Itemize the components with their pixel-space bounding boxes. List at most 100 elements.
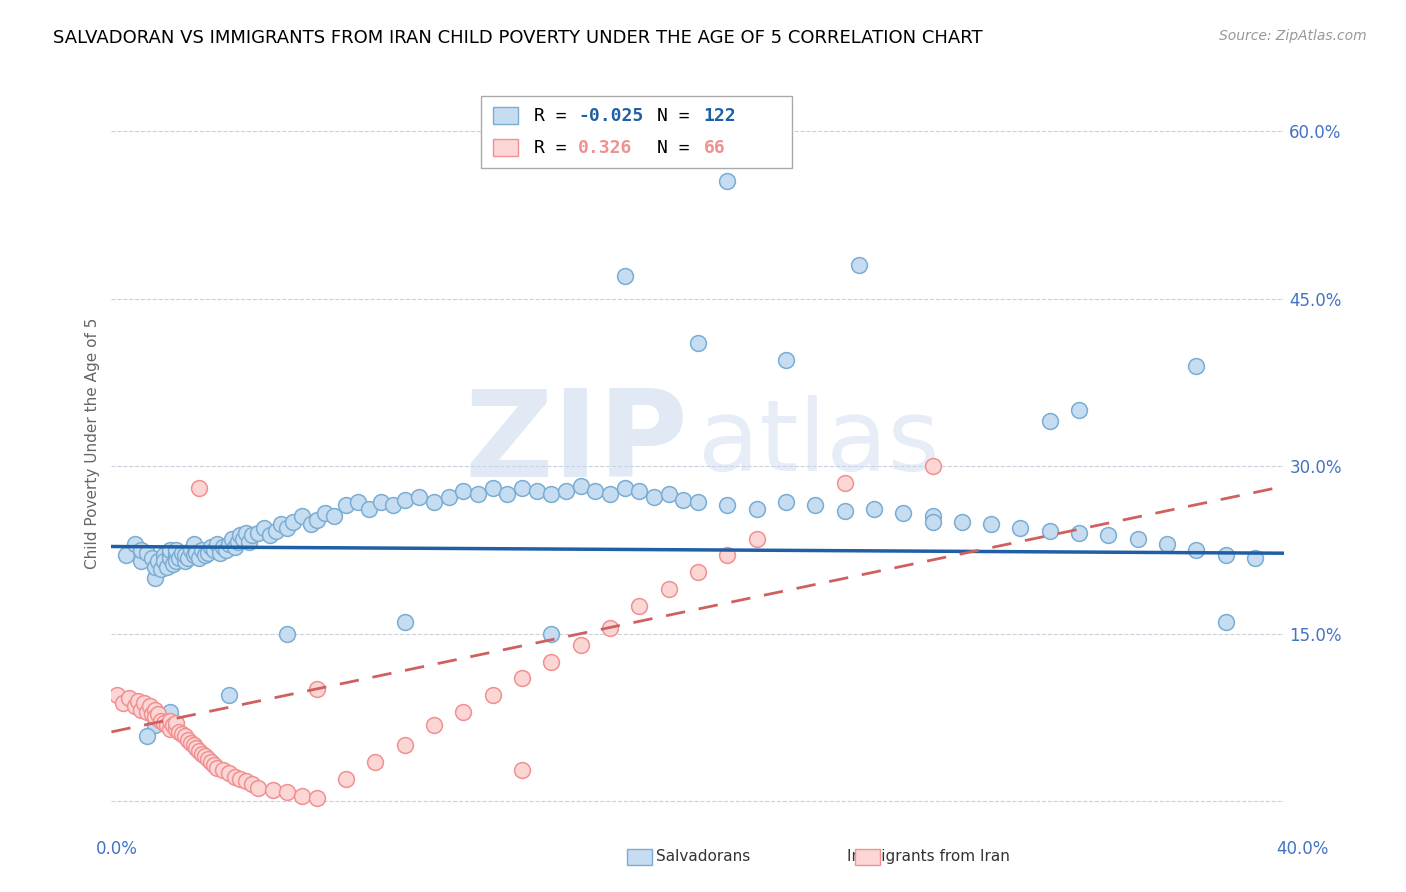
FancyBboxPatch shape	[492, 139, 519, 156]
Point	[165, 716, 187, 731]
Point	[240, 777, 263, 791]
Point	[1097, 528, 1119, 542]
Point	[804, 498, 827, 512]
Point	[153, 716, 176, 731]
Point	[370, 495, 392, 509]
Point	[211, 763, 233, 777]
Point	[186, 740, 208, 755]
Text: R =: R =	[534, 107, 578, 125]
Point	[569, 638, 592, 652]
Point	[1069, 403, 1091, 417]
Point	[569, 479, 592, 493]
Point	[628, 599, 651, 613]
Point	[283, 515, 305, 529]
Point	[540, 626, 562, 640]
Point	[359, 501, 381, 516]
Point	[135, 705, 157, 719]
Point	[716, 498, 738, 512]
Point	[1215, 549, 1237, 563]
Point	[202, 542, 225, 557]
Point	[176, 732, 198, 747]
Point	[613, 269, 636, 284]
Point	[834, 504, 856, 518]
Point	[135, 546, 157, 560]
Point	[173, 549, 195, 563]
Point	[1039, 524, 1062, 538]
Point	[148, 706, 170, 721]
FancyBboxPatch shape	[481, 96, 792, 168]
Point	[183, 549, 205, 563]
Point	[276, 520, 298, 534]
Point	[145, 571, 167, 585]
Text: N =: N =	[657, 138, 700, 157]
Point	[153, 549, 176, 563]
Text: 40.0%: 40.0%	[1277, 840, 1329, 858]
Point	[394, 615, 416, 630]
Point	[170, 546, 193, 560]
Point	[834, 475, 856, 490]
Point	[224, 770, 246, 784]
Point	[162, 558, 184, 572]
Point	[745, 532, 768, 546]
Point	[863, 501, 886, 516]
Point	[124, 699, 146, 714]
Point	[180, 736, 202, 750]
Text: 66: 66	[704, 138, 725, 157]
Point	[221, 532, 243, 546]
Point	[118, 691, 141, 706]
Point	[276, 785, 298, 799]
Point	[305, 513, 328, 527]
Point	[1010, 520, 1032, 534]
Point	[364, 755, 387, 769]
Point	[238, 535, 260, 549]
Point	[167, 550, 190, 565]
Text: N =: N =	[657, 107, 700, 125]
Y-axis label: Child Poverty Under the Age of 5: Child Poverty Under the Age of 5	[86, 318, 100, 569]
Point	[191, 747, 214, 762]
Point	[211, 540, 233, 554]
Point	[191, 542, 214, 557]
Point	[132, 696, 155, 710]
Point	[124, 537, 146, 551]
Point	[218, 688, 240, 702]
Point	[165, 549, 187, 563]
Point	[156, 718, 179, 732]
Point	[540, 487, 562, 501]
Point	[183, 537, 205, 551]
Point	[276, 626, 298, 640]
Point	[197, 546, 219, 560]
Point	[262, 783, 284, 797]
Point	[921, 459, 943, 474]
Point	[208, 546, 231, 560]
Text: Source: ZipAtlas.com: Source: ZipAtlas.com	[1219, 29, 1367, 43]
Point	[135, 730, 157, 744]
Point	[247, 526, 270, 541]
Point	[218, 537, 240, 551]
Point	[1215, 615, 1237, 630]
Point	[437, 491, 460, 505]
Point	[323, 509, 346, 524]
Point	[314, 506, 336, 520]
Point	[235, 774, 257, 789]
Point	[716, 549, 738, 563]
Point	[229, 772, 252, 786]
Point	[188, 550, 211, 565]
Point	[159, 722, 181, 736]
Point	[165, 722, 187, 736]
Text: Salvadorans: Salvadorans	[655, 849, 751, 863]
Point	[381, 498, 404, 512]
Point	[1126, 532, 1149, 546]
Point	[628, 483, 651, 498]
Point	[159, 705, 181, 719]
Text: 0.0%: 0.0%	[96, 840, 138, 858]
Point	[270, 517, 292, 532]
Text: 0.326: 0.326	[578, 138, 633, 157]
Point	[305, 790, 328, 805]
Point	[229, 528, 252, 542]
Point	[1185, 359, 1208, 373]
Point	[599, 621, 621, 635]
Point	[481, 688, 503, 702]
Point	[686, 495, 709, 509]
Point	[510, 482, 533, 496]
Point	[305, 682, 328, 697]
